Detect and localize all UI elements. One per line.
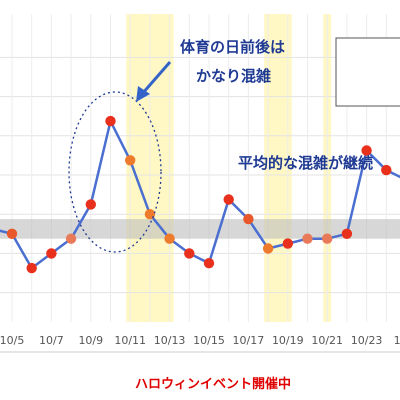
data-points <box>6 115 392 274</box>
x-tick-10/9: 10/9 <box>78 334 103 347</box>
gridlines <box>0 14 400 322</box>
data-point-10/20 <box>302 233 313 244</box>
average-band <box>0 219 400 239</box>
data-point-10/5 <box>6 228 18 239</box>
x-tick-10/23: 10/23 <box>351 334 383 347</box>
data-point-10/24 <box>381 164 392 176</box>
x-tick-10/19: 10/19 <box>272 334 304 347</box>
data-point-10/14 <box>184 248 195 259</box>
data-point-10/11 <box>125 155 136 166</box>
data-point-10/23 <box>361 145 372 156</box>
x-tick-10/15: 10/15 <box>193 334 225 347</box>
legend-box <box>335 37 400 107</box>
x-tick-10/21: 10/21 <box>311 334 343 347</box>
annotation-sports-day-2: かなり混雑 <box>196 67 271 85</box>
data-point-10/13 <box>164 233 175 244</box>
x-tick-10/7: 10/7 <box>39 334 64 347</box>
annotation-average: 平均的な混雑が継続 <box>238 154 373 172</box>
x-tick-10/2: 10/2 <box>394 334 400 347</box>
data-point-10/6 <box>26 262 37 274</box>
data-point-10/12 <box>144 209 156 220</box>
highlight-band-1 <box>264 14 292 322</box>
x-tick-10/5: 10/5 <box>0 334 24 347</box>
x-tick-10/11: 10/11 <box>114 334 146 347</box>
data-point-10/18 <box>262 243 274 254</box>
data-point-10/15 <box>203 258 215 269</box>
data-point-10/19 <box>282 238 293 249</box>
series-line <box>0 119 400 270</box>
highlight-ellipse <box>68 91 162 253</box>
annotation-arrow <box>136 61 172 102</box>
x-tick-labels: 10/5 10/7 10/9 10/11 10/13 10/15 10/17 10/19 10/… <box>0 334 400 347</box>
data-point-10/21 <box>322 233 333 244</box>
series-polyline <box>0 119 400 270</box>
data-point-10/17 <box>243 213 254 225</box>
data-point-10/16 <box>223 194 234 205</box>
data-point-10/7 <box>46 248 57 259</box>
x-tick-10/17: 10/17 <box>233 334 265 347</box>
x-tick-10/13: 10/13 <box>154 334 186 347</box>
data-point-10/10 <box>105 115 116 127</box>
data-point-10/22 <box>341 228 353 239</box>
annotation-sports-day-1: 体育の日前後は <box>180 38 285 56</box>
annotation-halloween: ハロウィンイベント開催中 <box>135 376 291 392</box>
data-point-10/8 <box>65 233 77 244</box>
data-point-10/9 <box>85 199 97 210</box>
